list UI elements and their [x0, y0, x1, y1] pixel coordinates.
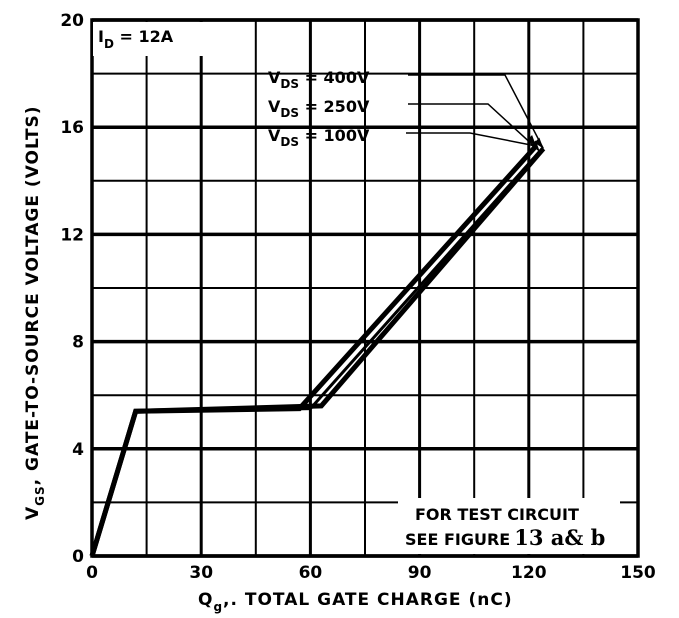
- y-tick-labels: 0 4 8 12 16 20: [60, 11, 84, 567]
- condition-label: ID = 12A: [98, 27, 174, 51]
- y-tick-label: 8: [72, 333, 84, 353]
- x-tick-label: 30: [189, 563, 213, 583]
- leader-line: [408, 103, 541, 152]
- x-tick-label: 120: [511, 563, 547, 583]
- y-tick-label: 20: [60, 11, 84, 31]
- test-circuit-note-line2: SEE FIGURE 13 a& b: [405, 525, 605, 550]
- series-lines: [89, 144, 546, 557]
- legend-entry-100v: VDS = 100V: [268, 126, 370, 149]
- x-tick-label: 0: [86, 563, 98, 583]
- x-tick-label: 90: [408, 563, 432, 583]
- condition-label-background: [93, 22, 215, 56]
- grid: [90, 18, 640, 558]
- y-tick-label: 16: [60, 118, 84, 138]
- series-line: [89, 144, 538, 557]
- y-tick-label: 0: [72, 547, 84, 567]
- leader-arrowhead: [534, 137, 544, 149]
- note-background: [398, 498, 620, 554]
- x-tick-labels: 0 30 60 90 120 150: [86, 563, 656, 583]
- y-axis-label: VGS, GATE-TO-SOURCE VOLTAGE (VOLTS): [23, 105, 47, 520]
- y-tick-label: 4: [72, 440, 84, 460]
- legend-entry-250v: VDS = 250V: [268, 97, 370, 120]
- test-circuit-note-line1: FOR TEST CIRCUIT: [415, 505, 579, 524]
- plot-frame: [90, 18, 640, 558]
- leader-arrowhead: [527, 134, 537, 146]
- legend-leader-lines: [406, 74, 545, 152]
- leader-line: [406, 132, 537, 147]
- x-tick-label: 60: [299, 563, 323, 583]
- y-tick-label: 12: [60, 225, 84, 245]
- x-axis-label: Qg,. TOTAL GATE CHARGE (nC): [198, 590, 513, 614]
- legend-entry-400v: VDS = 400V: [268, 68, 370, 91]
- legend: VDS = 400V VDS = 250V VDS = 100V: [268, 68, 370, 149]
- x-tick-label: 150: [620, 563, 656, 583]
- leader-line: [408, 74, 545, 149]
